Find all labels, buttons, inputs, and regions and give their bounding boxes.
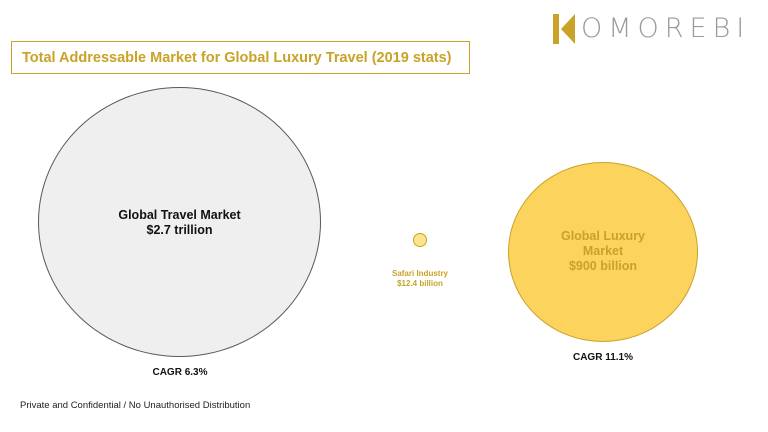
global-luxury-cagr: CAGR 11.1% <box>572 352 634 363</box>
logo-text: OMOREBI <box>581 13 751 44</box>
title-box: Total Addressable Market for Global Luxu… <box>11 41 470 74</box>
global-travel-cagr: CAGR 6.3% <box>152 367 208 378</box>
global-travel-name: Global Travel Market <box>118 208 241 222</box>
global-luxury-name-line1: Global Luxury <box>560 229 646 243</box>
global-luxury-name-line2: Market <box>582 244 624 258</box>
safari-industry-name: Safari Industry <box>391 269 448 278</box>
logo-k-mark-icon <box>553 14 575 44</box>
safari-industry-circle <box>413 233 427 247</box>
confidentiality-footer: Private and Confidential / No Unauthoris… <box>20 400 251 411</box>
global-travel-circle <box>38 87 321 357</box>
page-title: Total Addressable Market for Global Luxu… <box>22 49 452 66</box>
global-travel-value: $2.7 trillion <box>146 223 213 237</box>
global-luxury-circle <box>508 162 698 342</box>
safari-industry-value: $12.4 billion <box>397 279 443 288</box>
komorebi-logo: OMOREBI <box>553 12 750 46</box>
global-travel-label: Global Travel Market $2.7 trillion <box>38 208 321 238</box>
global-luxury-value: $900 billion <box>568 259 638 273</box>
safari-industry-label: Safari Industry $12.4 billion <box>360 269 480 289</box>
global-luxury-label: Global Luxury Market $900 billion <box>508 229 698 274</box>
